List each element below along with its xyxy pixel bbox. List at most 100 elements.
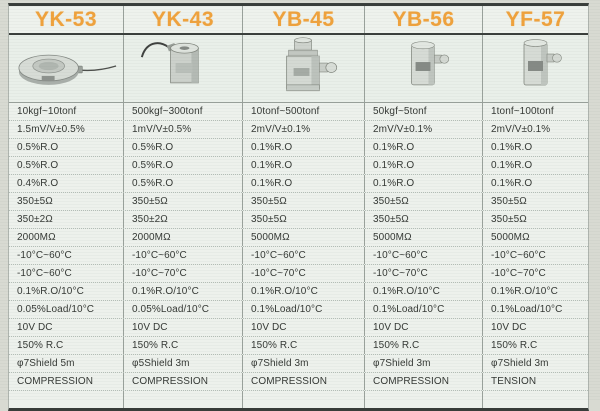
spec-cell: 2000MΩ: [9, 229, 124, 246]
spec-cell: -10°C~60°C: [124, 247, 243, 264]
spec-cell: 0.5%R.O: [124, 157, 243, 174]
spec-row: -10°C~60°C -10°C~60°C -10°C~60°C -10°C~60°C…: [9, 247, 588, 265]
spec-cell: 0.1%Load/10°C: [365, 301, 483, 318]
spec-cell: 5000MΩ: [491, 232, 530, 243]
spec-cell: 0.1%R.O/10°C: [124, 283, 243, 300]
spec-cell: -10°C~70°C: [243, 265, 365, 282]
spec-cell: 0.1%R.O/10°C: [9, 283, 124, 300]
load-cell-spec-table: YK-53 YK-43 YB-45 YB-56 YF-57: [8, 3, 589, 411]
spec-cell: 0.1%R.O/10°C: [491, 286, 558, 297]
spec-cell: 350±2Ω: [9, 211, 124, 228]
spec-cell: -10°C~60°C: [491, 250, 546, 261]
spec-cell: -10°C~70°C: [124, 265, 243, 282]
spec-cell: 0.5%R.O: [9, 157, 124, 174]
spec-cell: 350±5Ω: [491, 214, 527, 225]
spec-cell: -10°C~70°C: [491, 268, 546, 279]
spec-cell: φ7Shield 5m: [9, 355, 124, 372]
spec-cell: -10°C~70°C: [365, 265, 483, 282]
spec-cell: 0.5%R.O: [124, 139, 243, 156]
spec-row: COMPRESSION COMPRESSION COMPRESSION COMPRES…: [9, 373, 588, 391]
spec-cell: 10tonf~500tonf: [243, 103, 365, 120]
spec-cell: COMPRESSION: [243, 373, 365, 390]
spec-cell: 0.1%Load/10°C: [243, 301, 365, 318]
spec-cell: 0.1%R.O: [243, 157, 365, 174]
spec-cell: 0.1%R.O: [243, 175, 365, 192]
spec-cell: 0.1%R.O: [491, 142, 533, 153]
product-image-yb-56: [365, 35, 483, 102]
spec-cell: 50kgf~5tonf: [365, 103, 483, 120]
column-header-yf-57: YF-57: [505, 7, 566, 31]
spec-cell: 150% R.C: [491, 340, 538, 351]
spec-cell: 350±5Ω: [124, 193, 243, 210]
spec-cell: COMPRESSION: [9, 373, 124, 390]
spec-grid: 10kgf~10tonf 500kgf~300tonf 10tonf~500tonf…: [9, 103, 588, 408]
spec-cell: 0.1%R.O: [491, 178, 533, 189]
spec-cell: -10°C~60°C: [9, 265, 124, 282]
spec-cell: -10°C~60°C: [243, 247, 365, 264]
spec-cell: 0.1%R.O: [243, 139, 365, 156]
spec-row: 150% R.C 150% R.C 150% R.C 150% R.C 150% R.C: [9, 337, 588, 355]
spec-cell: 0.1%R.O: [491, 160, 533, 171]
spec-cell: 350±5Ω: [243, 193, 365, 210]
spec-cell: 150% R.C: [365, 337, 483, 354]
spec-cell: 10V DC: [124, 319, 243, 336]
spec-cell: -10°C~60°C: [365, 247, 483, 264]
spec-cell: 350±5Ω: [491, 196, 527, 207]
spec-cell: 0.5%R.O: [9, 139, 124, 156]
column-header-yb-45: YB-45: [243, 6, 365, 33]
spec-cell: 1mV/V±0.5%: [124, 121, 243, 138]
spec-cell: 2000MΩ: [124, 229, 243, 246]
spec-cell: 2mV/V±0.1%: [243, 121, 365, 138]
spec-cell: φ5Shield 3m: [124, 355, 243, 372]
spec-cell: φ7Shield 3m: [243, 355, 365, 372]
spec-row: 0.4%R.O 0.5%R.O 0.1%R.O 0.1%R.O 0.1%R.O: [9, 175, 588, 193]
spec-cell: 350±5Ω: [9, 193, 124, 210]
spec-cell: 0.4%R.O: [9, 175, 124, 192]
spec-cell: 0.05%Load/10°C: [124, 301, 243, 318]
spec-cell: COMPRESSION: [365, 373, 483, 390]
product-image-row: [9, 35, 588, 103]
spec-cell: 0.05%Load/10°C: [9, 301, 124, 318]
spec-cell: 1tonf~100tonf: [491, 106, 554, 117]
product-image-yk-43: [124, 35, 243, 102]
spec-cell: 0.1%Load/10°C: [491, 304, 563, 315]
spec-cell: -10°C~60°C: [9, 247, 124, 264]
spec-cell: 10V DC: [491, 322, 527, 333]
spec-row: 0.5%R.O 0.5%R.O 0.1%R.O 0.1%R.O 0.1%R.O: [9, 157, 588, 175]
spec-cell: 350±2Ω: [124, 211, 243, 228]
spec-row: 0.5%R.O 0.5%R.O 0.1%R.O 0.1%R.O 0.1%R.O: [9, 139, 588, 157]
spec-cell: φ7Shield 3m: [365, 355, 483, 372]
spec-row: 10kgf~10tonf 500kgf~300tonf 10tonf~500tonf…: [9, 103, 588, 121]
spec-cell: φ7Shield 3m: [491, 358, 549, 369]
spec-cell: 10kgf~10tonf: [9, 103, 124, 120]
spec-cell: 150% R.C: [124, 337, 243, 354]
spec-cell: 350±5Ω: [243, 211, 365, 228]
spec-cell: 0.1%R.O: [365, 139, 483, 156]
spec-row: φ7Shield 5m φ5Shield 3m φ7Shield 3m φ7Shiel…: [9, 355, 588, 373]
table-header-row: YK-53 YK-43 YB-45 YB-56 YF-57: [9, 6, 588, 35]
spec-row: 350±2Ω 350±2Ω 350±5Ω 350±5Ω 350±5Ω: [9, 211, 588, 229]
spec-cell: 2mV/V±0.1%: [365, 121, 483, 138]
spec-row: 0.1%R.O/10°C 0.1%R.O/10°C 0.1%R.O/10°C 0.1%…: [9, 283, 588, 301]
spec-cell: 2mV/V±0.1%: [491, 124, 551, 135]
product-image-yf-57: [483, 35, 588, 102]
product-image-yb-45: [243, 35, 365, 102]
spec-cell: 350±5Ω: [365, 211, 483, 228]
spec-cell: 350±5Ω: [365, 193, 483, 210]
column-header-yb-56: YB-56: [365, 6, 483, 33]
spec-cell: 150% R.C: [9, 337, 124, 354]
spec-row: 1.5mV/V±0.5% 1mV/V±0.5% 2mV/V±0.1% 2mV/V±0.…: [9, 121, 588, 139]
spec-cell: COMPRESSION: [124, 373, 243, 390]
product-image-yk-53: [9, 35, 124, 102]
column-header-yk-53: YK-53: [9, 6, 124, 33]
spec-cell: 1.5mV/V±0.5%: [9, 121, 124, 138]
spec-cell: 10V DC: [365, 319, 483, 336]
spec-row: 10V DC 10V DC 10V DC 10V DC 10V DC: [9, 319, 588, 337]
spec-row: 0.05%Load/10°C 0.05%Load/10°C 0.1%Load/10°…: [9, 301, 588, 319]
spec-cell: 10V DC: [9, 319, 124, 336]
spec-row: -10°C~60°C -10°C~70°C -10°C~70°C -10°C~70°C…: [9, 265, 588, 283]
spec-cell: 0.1%R.O/10°C: [243, 283, 365, 300]
spec-cell: 150% R.C: [243, 337, 365, 354]
spec-cell: TENSION: [491, 376, 537, 387]
spec-row: 2000MΩ 2000MΩ 5000MΩ 5000MΩ 5000MΩ: [9, 229, 588, 247]
